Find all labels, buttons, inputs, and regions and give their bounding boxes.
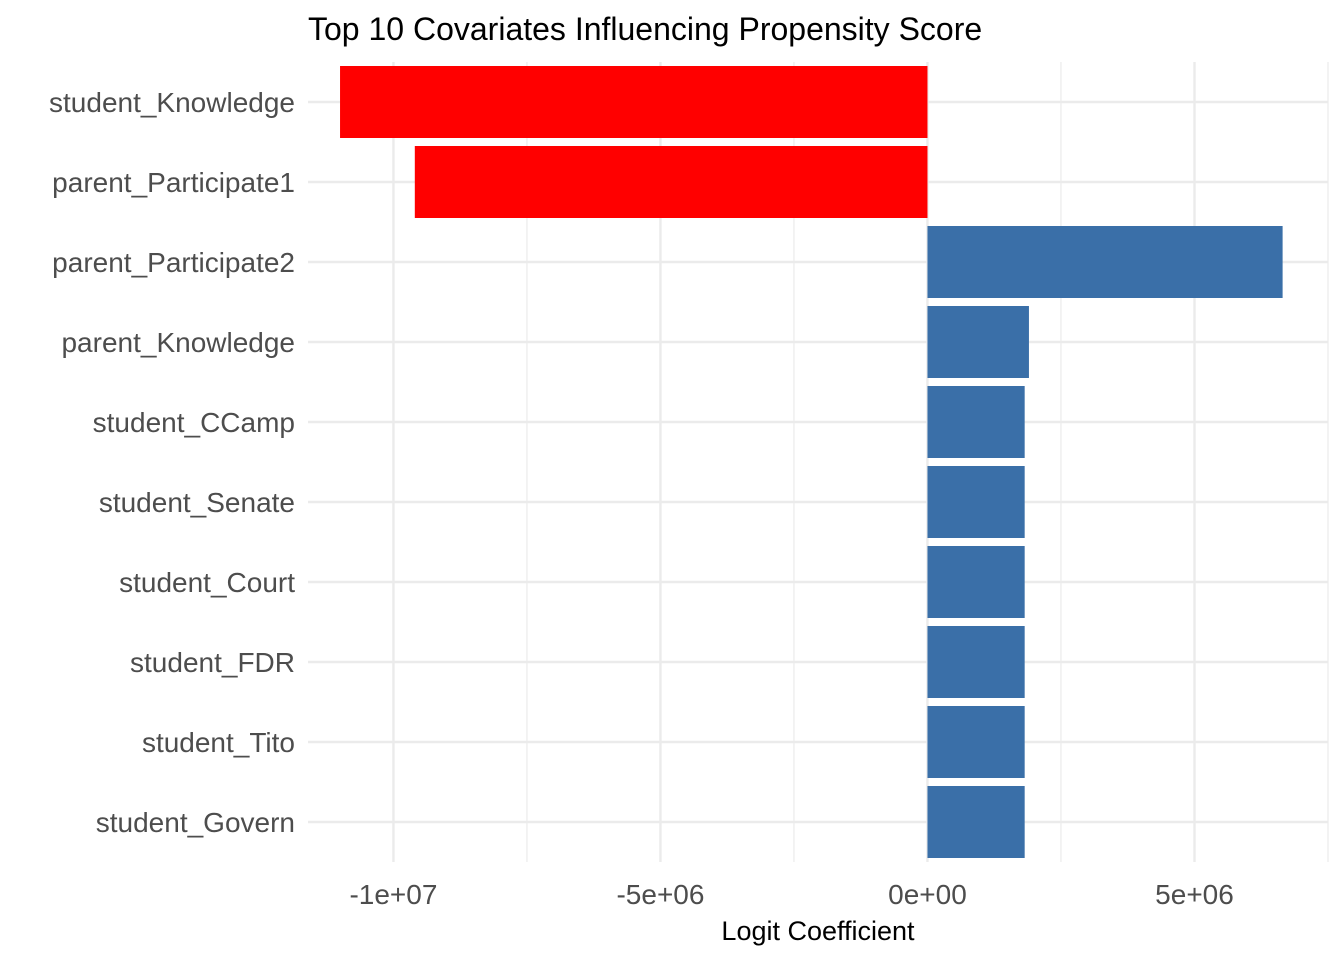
- bar-parent_Participate2: [927, 226, 1283, 298]
- bar-parent_Knowledge: [927, 306, 1029, 378]
- y-tick-label: student_Tito: [142, 727, 295, 758]
- x-tick-label: 5e+06: [1155, 879, 1234, 910]
- y-tick-label: parent_Participate2: [52, 247, 295, 278]
- x-axis-tick-labels: -1e+07 -5e+06 0e+00 5e+06: [349, 879, 1233, 910]
- bar-parent_Participate1: [414, 146, 928, 218]
- chart-title: Top 10 Covariates Influencing Propensity…: [308, 11, 982, 47]
- y-tick-label: student_FDR: [130, 647, 295, 678]
- bar-student_Senate: [927, 466, 1025, 538]
- x-axis-label: Logit Coefficient: [721, 916, 915, 946]
- y-axis-tick-labels: student_Knowledge parent_Participate1pare…: [49, 87, 295, 838]
- bars-layer: [340, 66, 1283, 858]
- bar-student_CCamp: [927, 386, 1025, 458]
- y-tick-label: student_Court: [119, 567, 295, 598]
- x-tick-label: -5e+06: [616, 879, 704, 910]
- y-tick-label: student_Govern: [96, 807, 295, 838]
- y-tick-label: student_Knowledge: [49, 87, 295, 118]
- x-tick-label: -1e+07: [349, 879, 437, 910]
- y-tick-label: student_Senate: [99, 487, 295, 518]
- bar-student_Court: [927, 546, 1025, 618]
- bar-student_Govern: [927, 786, 1025, 858]
- bar-student_FDR: [927, 626, 1025, 698]
- bar-student_Knowledge: [340, 66, 928, 138]
- x-tick-label: 0e+00: [888, 879, 967, 910]
- y-tick-label: parent_Knowledge: [61, 327, 295, 358]
- bar-student_Tito: [927, 706, 1025, 778]
- y-tick-label: student_CCamp: [93, 407, 295, 438]
- y-tick-label: parent_Participate1: [52, 167, 295, 198]
